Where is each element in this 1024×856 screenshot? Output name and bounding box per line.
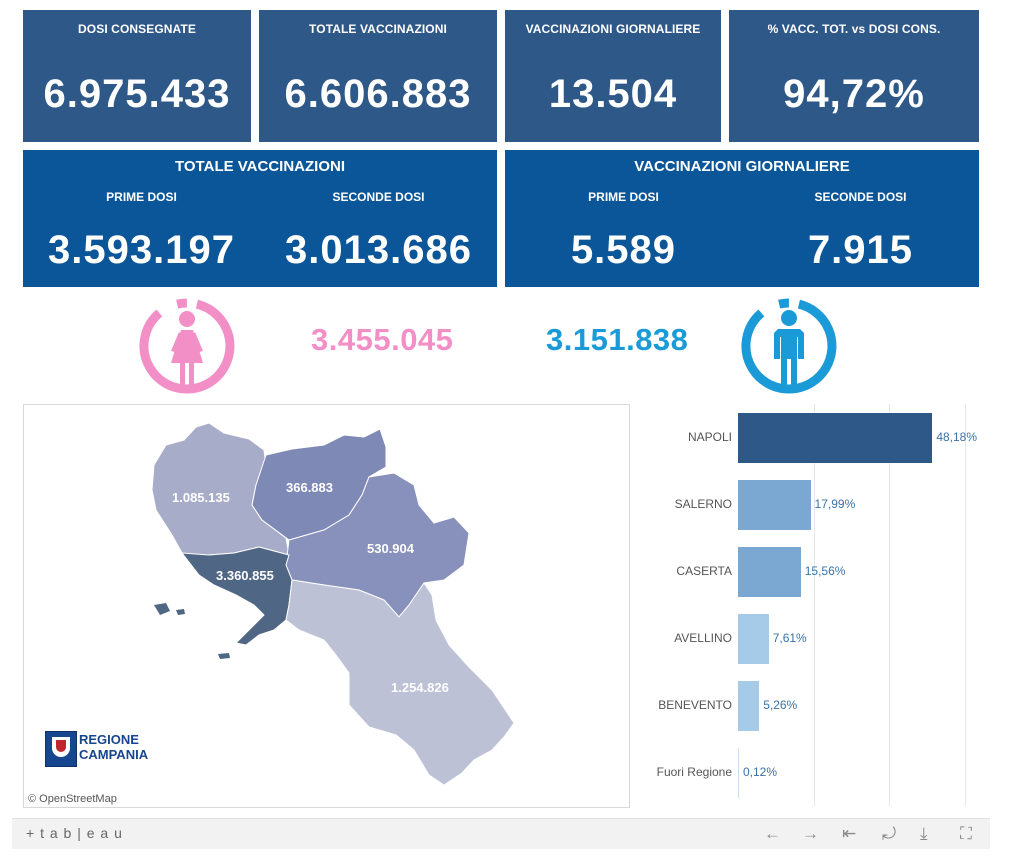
bar-value-label: 15,56% <box>804 564 846 578</box>
bar-salerno[interactable] <box>738 480 811 530</box>
female-vaccinations-value: 3.455.045 <box>311 322 454 357</box>
panel-total-vaccinations: TOTALE VACCINAZIONI PRIME DOSI SECONDE D… <box>23 150 497 287</box>
chart-gridline <box>889 404 891 806</box>
region-salerno-value: 1.254.826 <box>391 680 449 695</box>
region-napoli-islet-shape <box>176 609 185 615</box>
tableau-logo[interactable]: + t a b | e a u <box>26 825 123 841</box>
map-canvas <box>151 422 515 786</box>
first-dose-label: PRIME DOSI <box>588 190 659 204</box>
male-vaccinations-value: 3.151.838 <box>546 322 689 357</box>
chart-gridline <box>964 404 966 806</box>
revert-icon[interactable]: ⇤ <box>842 824 857 843</box>
kpi-value: 13.504 <box>548 72 678 116</box>
bar-category-label: CASERTA <box>676 564 732 578</box>
logo-text-line2: CAMPANIA <box>79 747 149 762</box>
kpi-tile-daily-vaccinations: VACCINAZIONI GIORNALIERE 13.504 <box>505 10 721 142</box>
panel-title: VACCINAZIONI GIORNALIERE <box>634 158 850 175</box>
redo-icon[interactable]: → <box>802 824 819 843</box>
campania-map[interactable]: 1.085.135 366.883 530.904 3.360.855 1.25… <box>23 404 630 808</box>
bar-category-label: NAPOLI <box>687 430 732 444</box>
kpi-title: TOTALE VACCINAZIONI <box>309 22 447 36</box>
bar-category-label: BENEVENTO <box>658 698 732 712</box>
bar-value-label: 48,18% <box>936 430 978 444</box>
tableau-toolbar: + t a b | e a u ← → ⇤ ⤾ ⤓ ⛶ <box>12 818 990 849</box>
region-caserta-value: 1.085.135 <box>172 490 230 505</box>
kpi-title: VACCINAZIONI GIORNALIERE <box>525 22 701 36</box>
region-napoli-capri-shape <box>218 653 230 659</box>
region-salerno-shape[interactable] <box>285 579 515 786</box>
kpi-tile-total-vaccinations: TOTALE VACCINAZIONI 6.606.883 <box>259 10 497 142</box>
region-benevento-value: 366.883 <box>286 480 333 495</box>
second-dose-value: 7.915 <box>807 228 914 272</box>
regione-campania-logo: REGIONE CAMPANIA <box>45 731 165 771</box>
undo-icon[interactable]: ← <box>764 824 781 843</box>
fullscreen-icon[interactable]: ⛶ <box>960 824 972 843</box>
bar-avellino[interactable] <box>738 614 769 664</box>
bar-fuori-regione[interactable] <box>738 748 739 798</box>
bar-category-label: SALERNO <box>674 497 732 511</box>
bar-value-label: 0,12% <box>743 765 778 779</box>
second-dose-value: 3.013.686 <box>285 228 472 272</box>
region-napoli-value: 3.360.855 <box>216 568 274 583</box>
share-icon[interactable]: ⤾ <box>882 824 897 843</box>
province-bar-chart: NAPOLI 48,18% SALERNO 17,99% CASERTA 15,56% AV… <box>640 404 980 814</box>
first-dose-label: PRIME DOSI <box>106 190 177 204</box>
bar-napoli[interactable] <box>738 413 933 463</box>
kpi-title: DOSI CONSEGNATE <box>78 22 196 36</box>
bar-value-label: 7,61% <box>772 631 807 645</box>
bar-value-label: 17,99% <box>814 497 856 511</box>
female-icon <box>139 298 235 394</box>
map-attribution[interactable]: © OpenStreetMap <box>28 793 117 805</box>
first-dose-value: 5.589 <box>570 228 677 272</box>
second-dose-label: SECONDE DOSI <box>814 190 907 204</box>
male-icon <box>741 298 837 394</box>
bar-category-label: AVELLINO <box>674 631 732 645</box>
bar-category-label: Fuori Regione <box>656 765 732 779</box>
region-napoli-shape[interactable] <box>180 546 293 646</box>
logo-text-line1: REGIONE <box>79 732 139 747</box>
download-icon[interactable]: ⤓ <box>920 824 928 843</box>
bar-value-label: 5,26% <box>763 698 798 712</box>
logo-emblem <box>45 731 77 767</box>
panel-title: TOTALE VACCINAZIONI <box>175 158 345 175</box>
kpi-tile-percentage: % VACC. TOT. vs DOSI CONS. 94,72% <box>729 10 979 142</box>
first-dose-value: 3.593.197 <box>48 228 235 272</box>
second-dose-label: SECONDE DOSI <box>332 190 425 204</box>
region-napoli-island-shape <box>154 603 170 615</box>
kpi-value: 6.975.433 <box>43 72 231 116</box>
region-avellino-value: 530.904 <box>367 541 414 556</box>
kpi-value: 6.606.883 <box>284 72 472 116</box>
kpi-tile-delivered: DOSI CONSEGNATE 6.975.433 <box>23 10 251 142</box>
bar-caserta[interactable] <box>738 547 801 597</box>
panel-daily-vaccinations: VACCINAZIONI GIORNALIERE PRIME DOSI SECO… <box>505 150 979 287</box>
kpi-title: % VACC. TOT. vs DOSI CONS. <box>767 22 941 36</box>
kpi-value: 94,72% <box>783 72 925 116</box>
bar-benevento[interactable] <box>738 681 760 731</box>
tableau-brand-text: + t a b | e a u <box>26 825 123 841</box>
chart-gridline <box>813 404 815 806</box>
